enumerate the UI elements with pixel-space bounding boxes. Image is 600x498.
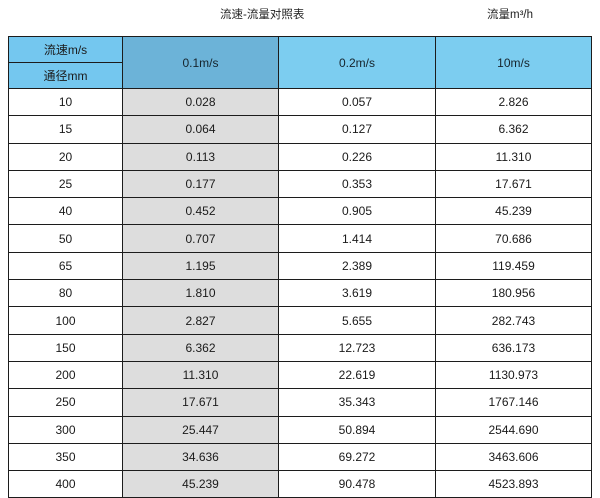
cell-diameter: 80 — [8, 279, 123, 308]
table-header-row-bottom: 通径mm — [8, 62, 592, 89]
cell-flow-0.2: 5.655 — [278, 306, 436, 335]
cell-flow-0.1: 0.177 — [122, 169, 279, 199]
cell-flow-10: 11.310 — [435, 142, 592, 171]
cell-flow-0.1: 17.671 — [122, 388, 279, 417]
cell-diameter: 10 — [8, 87, 123, 117]
table-row: 150 6.362 12.723 636.173 — [8, 333, 592, 362]
cell-flow-0.2: 1.414 — [278, 224, 436, 253]
cell-flow-0.1: 0.064 — [122, 115, 279, 144]
cell-flow-10: 45.239 — [435, 197, 592, 226]
table-row: 65 1.195 2.389 119.459 — [8, 251, 592, 281]
velocity-flow-table: 流速m/s 0.1m/s 0.2m/s 10m/s 通径mm 10 0.028 0.… — [8, 36, 592, 498]
cell-flow-0.1: 0.113 — [122, 142, 279, 171]
table-row: 350 34.636 69.272 3463.606 — [8, 442, 592, 472]
cell-flow-0.1: 2.827 — [122, 306, 279, 335]
table-header: 流速m/s 0.1m/s 0.2m/s 10m/s 通径mm — [8, 36, 592, 89]
cell-diameter: 25 — [8, 169, 123, 199]
cell-flow-0.1: 25.447 — [122, 415, 279, 444]
cell-flow-0.1: 34.636 — [122, 442, 279, 472]
cell-flow-0.2: 50.894 — [278, 415, 436, 444]
table-row: 15 0.064 0.127 6.362 — [8, 115, 592, 144]
flow-unit-caption: 流量m³/h — [487, 9, 533, 21]
table-row: 40 0.452 0.905 45.239 — [8, 197, 592, 226]
cell-flow-0.2: 0.353 — [278, 169, 436, 199]
cell-diameter: 250 — [8, 388, 123, 417]
cell-flow-0.2: 0.905 — [278, 197, 436, 226]
table-row: 80 1.810 3.619 180.956 — [8, 279, 592, 308]
cell-flow-0.1: 45.239 — [122, 470, 279, 498]
cell-diameter: 50 — [8, 224, 123, 253]
header-diameter-label: 通径mm — [8, 62, 123, 89]
flow-table-container: 流速m/s 0.1m/s 0.2m/s 10m/s 通径mm 10 0.028 0.… — [8, 36, 592, 498]
cell-flow-0.2: 2.389 — [278, 251, 436, 281]
cell-flow-10: 2544.690 — [435, 415, 592, 444]
header-velocity-0.1: 0.1m/s — [122, 36, 279, 89]
table-row: 100 2.827 5.655 282.743 — [8, 306, 592, 335]
cell-flow-0.2: 0.057 — [278, 87, 436, 117]
cell-flow-0.1: 0.028 — [122, 87, 279, 117]
cell-diameter: 400 — [8, 470, 123, 498]
cell-diameter: 15 — [8, 115, 123, 144]
table-row: 25 0.177 0.353 17.671 — [8, 169, 592, 199]
cell-flow-10: 1767.146 — [435, 388, 592, 417]
cell-flow-10: 6.362 — [435, 115, 592, 144]
table-row: 300 25.447 50.894 2544.690 — [8, 415, 592, 444]
cell-diameter: 200 — [8, 360, 123, 390]
cell-flow-10: 70.686 — [435, 224, 592, 253]
cell-flow-10: 4523.893 — [435, 470, 592, 498]
cell-diameter: 40 — [8, 197, 123, 226]
header-velocity-10: 10m/s — [435, 36, 592, 89]
cell-flow-10: 3463.606 — [435, 442, 592, 472]
header-velocity-label: 流速m/s — [8, 36, 123, 63]
cell-diameter: 300 — [8, 415, 123, 444]
cell-diameter: 150 — [8, 333, 123, 362]
header-velocity-0.2: 0.2m/s — [278, 36, 436, 89]
cell-flow-0.2: 0.127 — [278, 115, 436, 144]
table-title-caption: 流速-流量对照表 — [220, 9, 305, 21]
cell-flow-0.2: 35.343 — [278, 388, 436, 417]
cell-flow-10: 17.671 — [435, 169, 592, 199]
cell-flow-10: 636.173 — [435, 333, 592, 362]
table-row: 10 0.028 0.057 2.826 — [8, 87, 592, 117]
cell-diameter: 20 — [8, 142, 123, 171]
table-row: 20 0.113 0.226 11.310 — [8, 142, 592, 171]
cell-diameter: 100 — [8, 306, 123, 335]
cell-flow-0.2: 90.478 — [278, 470, 436, 498]
cell-flow-10: 180.956 — [435, 279, 592, 308]
cell-flow-0.1: 1.810 — [122, 279, 279, 308]
table-row: 250 17.671 35.343 1767.146 — [8, 388, 592, 417]
cell-flow-0.1: 1.195 — [122, 251, 279, 281]
cell-flow-0.1: 0.707 — [122, 224, 279, 253]
cell-flow-0.1: 6.362 — [122, 333, 279, 362]
cell-flow-10: 1130.973 — [435, 360, 592, 390]
cell-diameter: 65 — [8, 251, 123, 281]
cell-flow-0.2: 3.619 — [278, 279, 436, 308]
cell-flow-0.2: 0.226 — [278, 142, 436, 171]
captions-row: 流速-流量对照表 流量m³/h — [0, 0, 600, 33]
cell-flow-0.2: 69.272 — [278, 442, 436, 472]
table-row: 50 0.707 1.414 70.686 — [8, 224, 592, 253]
table-row: 200 11.310 22.619 1130.973 — [8, 360, 592, 390]
cell-flow-10: 119.459 — [435, 251, 592, 281]
cell-flow-0.1: 11.310 — [122, 360, 279, 390]
table-body: 10 0.028 0.057 2.826 15 0.064 0.127 6.362 20 0.11… — [8, 87, 592, 498]
cell-flow-10: 2.826 — [435, 87, 592, 117]
table-row: 400 45.239 90.478 4523.893 — [8, 470, 592, 498]
cell-flow-0.2: 22.619 — [278, 360, 436, 390]
cell-flow-0.2: 12.723 — [278, 333, 436, 362]
cell-diameter: 350 — [8, 442, 123, 472]
cell-flow-10: 282.743 — [435, 306, 592, 335]
cell-flow-0.1: 0.452 — [122, 197, 279, 226]
table-header-row-top: 流速m/s 0.1m/s 0.2m/s 10m/s — [8, 36, 592, 89]
